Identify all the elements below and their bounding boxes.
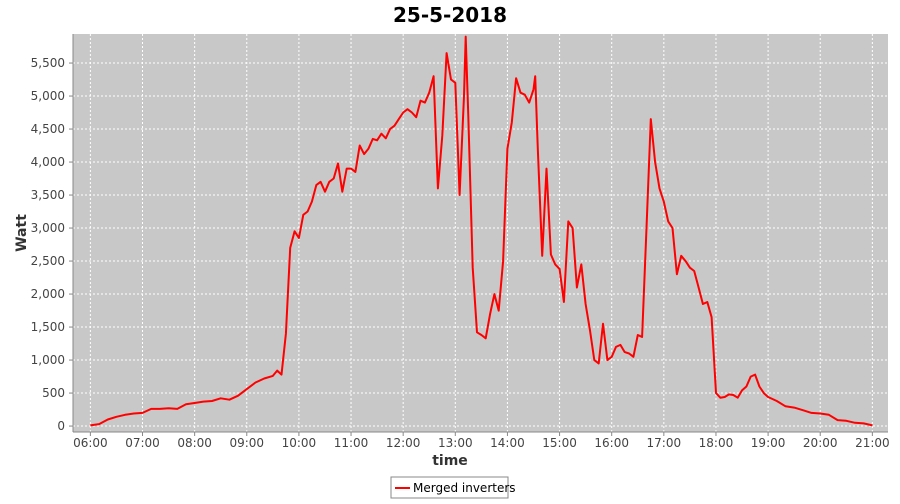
x-tick-label: 13:00: [438, 436, 473, 450]
y-tick-label: 2,500: [31, 254, 65, 268]
y-tick-label: 3,500: [31, 188, 65, 202]
x-tick-label: 21:00: [855, 436, 890, 450]
y-tick-label: 4,000: [31, 155, 65, 169]
x-tick-label: 08:00: [177, 436, 212, 450]
plot: [90, 35, 873, 427]
legend-box: [390, 476, 509, 499]
series-line: [90, 35, 873, 427]
chart-title: 25-5-2018: [393, 3, 507, 27]
y-tick-label: 5,000: [31, 89, 65, 103]
x-tick-label: 16:00: [594, 436, 629, 450]
y-tick-label: 2,000: [31, 287, 65, 301]
x-tick-label: 20:00: [803, 436, 838, 450]
y-tick-label: 4,500: [31, 122, 65, 136]
x-tick-label: 18:00: [699, 436, 734, 450]
x-tick-label: 09:00: [229, 436, 264, 450]
legend-label: Merged inverters: [413, 481, 516, 495]
x-tick-label: 06:00: [73, 436, 108, 450]
x-tick-label: 10:00: [282, 436, 317, 450]
y-tick-label: 0: [57, 419, 65, 433]
x-tick-label: 14:00: [490, 436, 525, 450]
x-tick-label: 17:00: [647, 436, 682, 450]
x-tick-label: 15:00: [542, 436, 577, 450]
x-axis-label: time: [432, 453, 468, 469]
y-tick-label: 1,000: [31, 353, 65, 367]
x-tick-label: 11:00: [334, 436, 369, 450]
plot-area: [73, 34, 888, 432]
y-axis-label: Watt: [14, 214, 30, 252]
y-tick-label: 500: [42, 386, 65, 400]
y-tick-label: 5,500: [31, 56, 65, 70]
y-tick-label: 3,000: [31, 221, 65, 235]
x-tick-label: 19:00: [751, 436, 786, 450]
y-tick-label: 1,500: [31, 320, 65, 334]
x-tick-label: 12:00: [386, 436, 421, 450]
x-tick-label: 07:00: [125, 436, 160, 450]
